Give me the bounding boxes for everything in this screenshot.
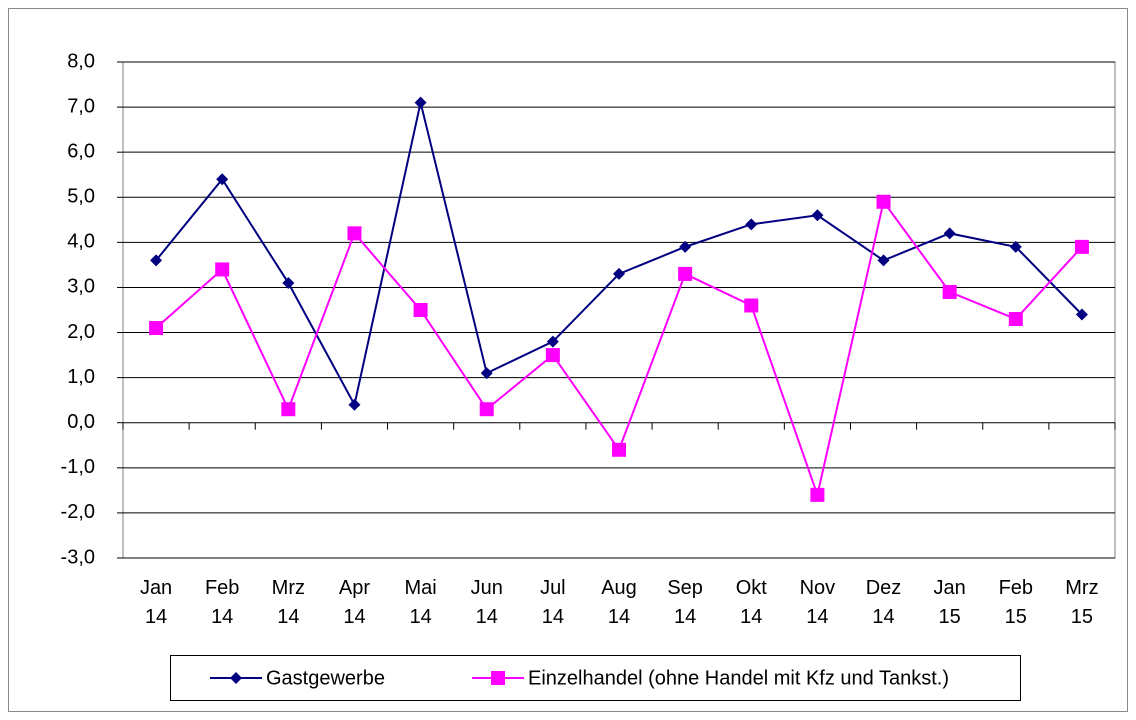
y-tick-label: 7,0 <box>67 95 95 117</box>
data-point <box>876 194 891 209</box>
data-point <box>744 298 759 313</box>
y-tick-label: 0,0 <box>67 411 95 433</box>
data-point <box>942 284 957 299</box>
data-point <box>1008 312 1023 327</box>
data-point <box>149 321 164 336</box>
x-tick-label: Dez 14 <box>865 577 902 628</box>
y-tick-label: 5,0 <box>67 186 95 208</box>
data-point <box>545 348 560 363</box>
x-tick-label: Okt 14 <box>735 577 767 628</box>
x-tick-label: Feb 15 <box>998 577 1034 628</box>
x-tick-label: Feb 14 <box>204 577 240 628</box>
x-tick-label: Mrz 15 <box>1065 577 1099 628</box>
y-tick-label: -2,0 <box>61 501 95 523</box>
y-tick-label: 8,0 <box>67 50 95 72</box>
data-point <box>150 254 163 267</box>
data-point <box>414 96 427 109</box>
x-tick-label: Jun 14 <box>470 577 503 628</box>
data-point <box>943 227 956 240</box>
data-point <box>479 402 494 417</box>
data-point <box>282 276 295 289</box>
data-point <box>348 398 361 411</box>
data-point <box>811 209 824 222</box>
data-point <box>1075 308 1088 321</box>
data-point <box>679 240 692 253</box>
data-point <box>745 218 758 231</box>
y-tick-label: 3,0 <box>67 276 95 298</box>
data-point <box>1074 239 1089 254</box>
legend-label: Gastgewerbe <box>266 667 385 689</box>
legend-marker <box>230 672 242 684</box>
data-point <box>877 254 890 267</box>
data-point <box>613 267 625 280</box>
data-point <box>810 487 825 502</box>
data-point <box>546 335 559 348</box>
x-tick-label: Jan 15 <box>933 577 966 628</box>
legend-label: Einzelhandel (ohne Handel mit Kfz und Ta… <box>528 667 949 689</box>
legend-box <box>170 655 1021 701</box>
x-tick-label: Mrz 14 <box>271 577 305 628</box>
x-tick-label: Jan 14 <box>139 577 173 628</box>
y-tick-label: -3,0 <box>61 546 95 568</box>
data-point <box>678 266 693 281</box>
data-point <box>612 442 626 457</box>
y-tick-label: 4,0 <box>67 231 95 253</box>
x-tick-label: Sep 14 <box>667 577 703 628</box>
y-tick-label: -1,0 <box>61 456 95 478</box>
data-point <box>413 303 428 317</box>
y-tick-label: 2,0 <box>67 321 95 343</box>
plot-area <box>122 61 1116 559</box>
y-tick-label: 6,0 <box>67 140 95 162</box>
x-tick-label: Nov 14 <box>799 577 836 628</box>
x-tick-label: Apr 14 <box>338 577 371 628</box>
y-tick-label: 1,0 <box>67 366 95 388</box>
x-tick-label: Aug 14 <box>601 577 637 628</box>
data-point <box>480 367 493 380</box>
x-tick-label: Jul 14 <box>540 577 566 628</box>
data-point <box>216 173 229 186</box>
x-tick-label: Mai 14 <box>404 577 437 628</box>
data-point <box>215 262 230 277</box>
legend-marker <box>491 671 505 685</box>
data-point <box>347 226 362 241</box>
data-point <box>281 402 296 417</box>
data-point <box>1009 240 1022 253</box>
